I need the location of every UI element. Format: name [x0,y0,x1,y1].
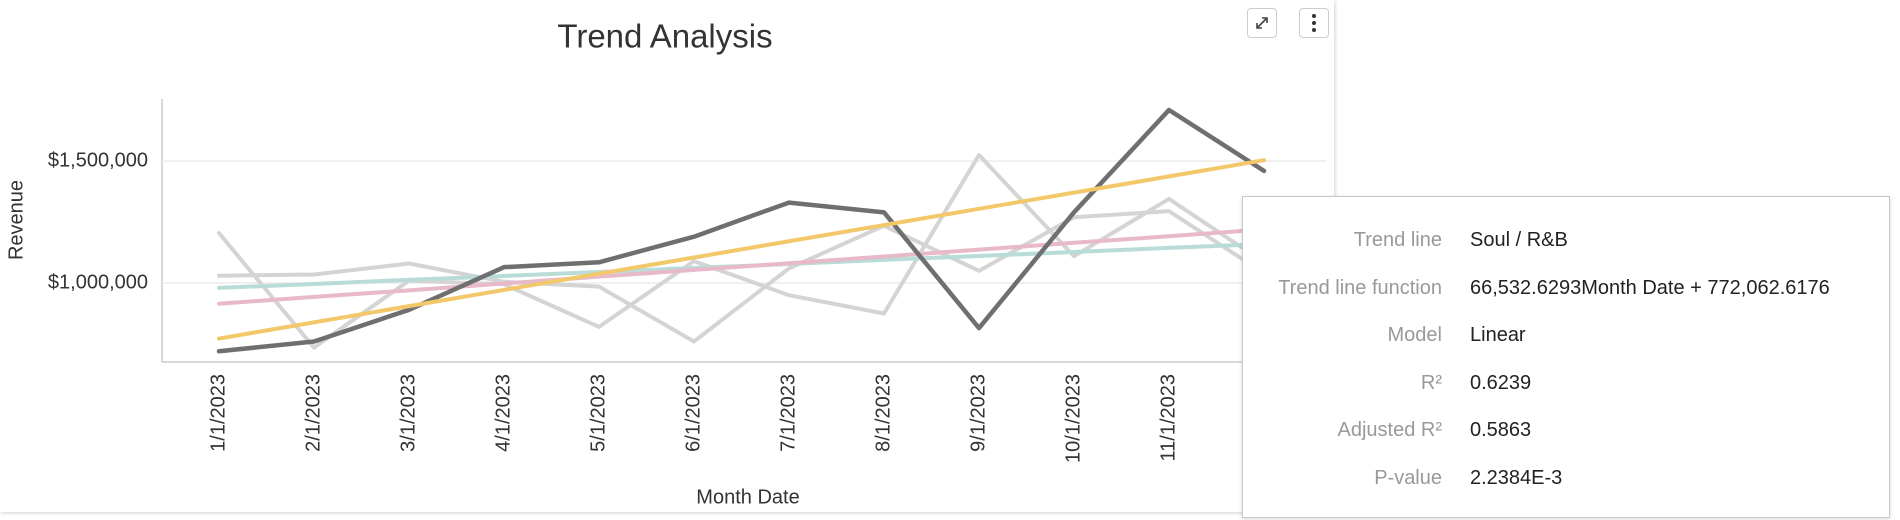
x-tick-label: 11/1/2023 [1157,374,1179,462]
x-tick-label: 5/1/2023 [587,374,609,452]
tooltip-label: Model [1387,324,1442,346]
y-axis-label: Revenue [5,180,27,260]
tooltip-row: Trend line Soul / R&B [1243,225,1889,255]
x-tick-label: 9/1/2023 [967,374,989,452]
tooltip-value: 66,532.6293Month Date + 772,062.6176 [1470,276,1830,299]
chart-panel: Trend Analysis Revenue Month Date $1,000… [5,8,1329,509]
tooltip-label: P-value [1374,466,1442,489]
menu-button[interactable] [1299,8,1329,38]
tooltip-value: 0.6239 [1470,371,1532,394]
menu-icon [1312,14,1316,32]
tooltip-row: Adjusted R² 0.5863 [1243,415,1889,445]
tooltip-row: R² 0.6239 [1243,368,1889,398]
tooltip-row: Trend line function 66,532.6293Month Date… [1243,273,1889,303]
tooltip-row: Model Linear [1243,320,1889,350]
y-tick-label: $1,500,000 [48,149,148,171]
x-tick-label: 2/1/2023 [302,374,324,452]
expand-button[interactable] [1247,8,1277,38]
tooltip-label: Trend line [1353,229,1442,251]
series-line [217,209,1266,344]
tooltip-row: P-value 2.2384E-3 [1243,463,1889,493]
y-tick-label: $1,000,000 [48,271,148,293]
tooltip-label: R² [1420,371,1442,394]
x-tick-label: 3/1/2023 [397,374,419,452]
series-line [217,158,1266,341]
x-tick-label: 4/1/2023 [492,374,514,452]
series-line [217,227,1266,306]
tooltip-value: Soul / R&B [1470,229,1568,251]
tooltip-value: Linear [1470,324,1526,346]
tooltip-value: 2.2384E-3 [1470,466,1563,489]
x-tick-label: 6/1/2023 [682,374,704,452]
expand-icon [1256,17,1268,29]
tooltip: Trend line Soul / R&B Trend line function 6… [1242,196,1890,518]
x-tick-label: 10/1/2023 [1062,374,1084,463]
chart: Trend Analysis Revenue Month Date $1,000… [5,18,1326,508]
chart-title: Trend Analysis [557,18,772,55]
x-tick-label: 7/1/2023 [777,374,799,452]
x-axis-label: Month Date [696,486,799,508]
tooltip-label: Adjusted R² [1337,419,1443,441]
x-tick-label: 1/1/2023 [207,374,229,452]
x-tick-label: 8/1/2023 [872,374,894,452]
tooltip-value: 0.5863 [1470,419,1532,441]
series-line [216,107,1267,354]
tooltip-label: Trend line function [1278,276,1442,299]
